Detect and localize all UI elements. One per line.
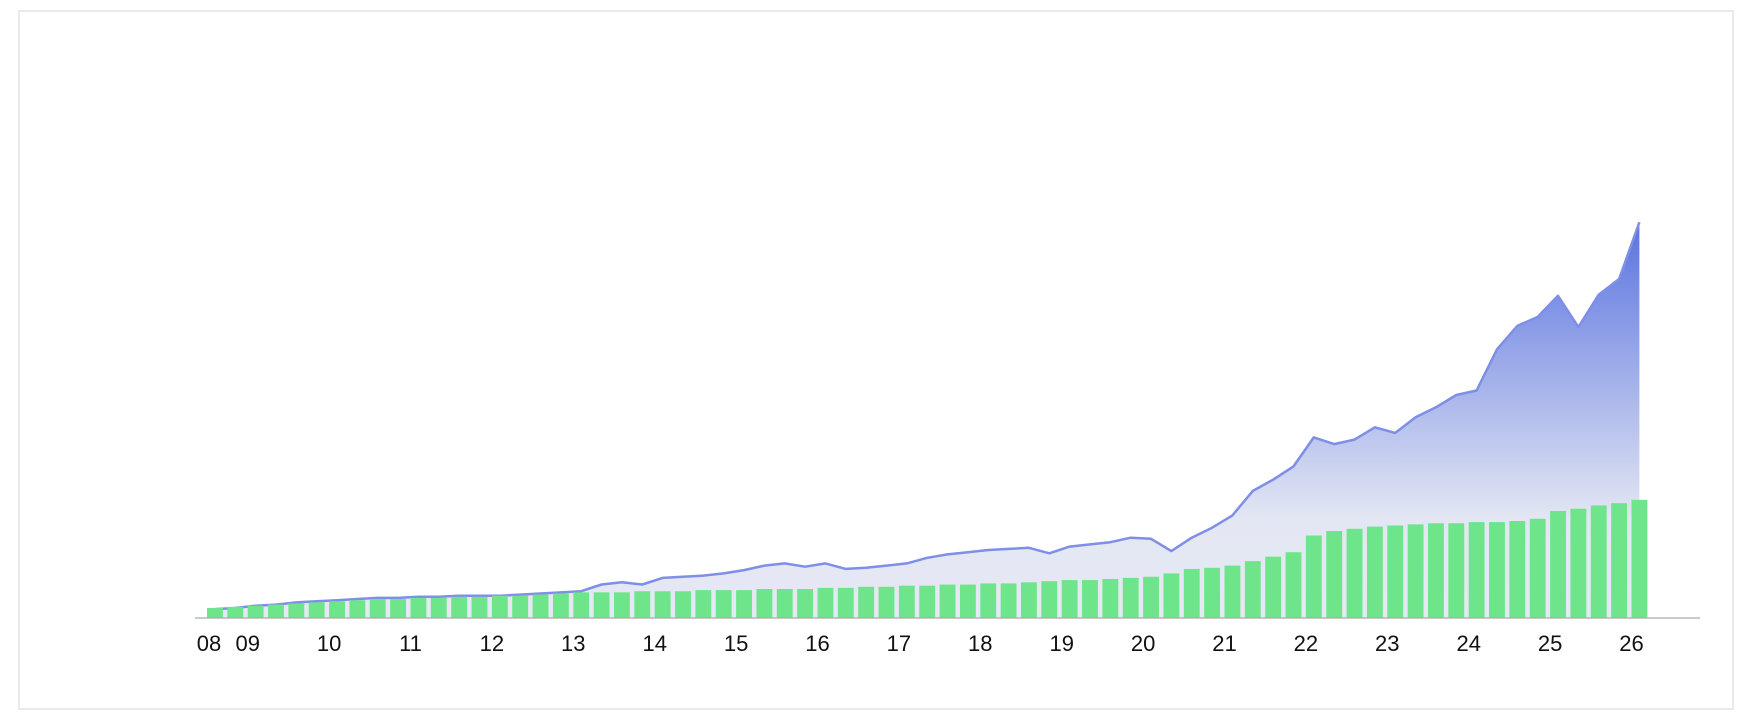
bar — [1244, 561, 1261, 618]
bar — [430, 597, 447, 618]
bar — [349, 600, 366, 618]
bar — [736, 590, 752, 618]
bar — [1509, 520, 1526, 618]
bar — [512, 595, 529, 618]
bar — [1305, 535, 1322, 618]
x-tick-label: 10 — [317, 631, 341, 656]
bar — [1000, 583, 1017, 618]
bar — [593, 592, 610, 618]
bar — [1265, 556, 1282, 618]
bar — [1346, 528, 1363, 618]
x-tick-label: 11 — [399, 631, 422, 656]
bar — [410, 597, 427, 618]
bar — [451, 596, 468, 618]
bar — [329, 601, 345, 618]
bar — [837, 587, 854, 618]
x-tick-label: 09 — [235, 631, 259, 656]
x-tick-label: 20 — [1131, 631, 1155, 656]
bar — [1529, 518, 1546, 618]
bar — [1489, 522, 1505, 618]
bar — [1224, 565, 1241, 618]
bar — [695, 590, 712, 618]
bar — [898, 585, 915, 618]
bar — [552, 593, 569, 618]
bar — [1366, 526, 1383, 618]
x-tick-label: 15 — [724, 631, 748, 656]
bar — [614, 592, 630, 618]
bar — [532, 594, 549, 618]
bar — [573, 592, 590, 618]
bar — [1143, 576, 1159, 618]
bar — [1428, 523, 1444, 618]
bar — [878, 586, 895, 618]
bar — [1611, 503, 1628, 618]
bar — [471, 596, 488, 618]
bar — [980, 583, 997, 618]
x-tick-label: 19 — [1049, 631, 1073, 656]
bar — [227, 606, 244, 618]
x-tick-label: 16 — [805, 631, 829, 656]
bar — [1102, 578, 1119, 618]
bar — [207, 607, 223, 618]
bar — [634, 591, 651, 618]
bar — [369, 599, 386, 618]
x-tick-label: 22 — [1294, 631, 1318, 656]
bar — [1631, 499, 1648, 618]
bar — [715, 590, 732, 618]
area-fill — [214, 222, 1640, 618]
bar — [1082, 580, 1098, 618]
x-tick-label: 26 — [1619, 631, 1643, 656]
bar — [288, 603, 305, 618]
bar — [268, 604, 284, 618]
x-tick-label: 25 — [1538, 631, 1562, 656]
bar — [1061, 580, 1078, 618]
x-tick-label: 12 — [480, 631, 504, 656]
bar — [858, 586, 875, 618]
bar — [817, 587, 834, 618]
bar — [1183, 568, 1200, 618]
bar — [1163, 573, 1180, 618]
bar — [776, 589, 793, 618]
bar — [1122, 577, 1139, 618]
x-tick-label: 17 — [887, 631, 911, 656]
bar — [308, 602, 325, 618]
bar — [247, 605, 264, 618]
bar — [654, 591, 671, 618]
bar — [756, 589, 773, 618]
x-tick-label: 18 — [968, 631, 992, 656]
x-tick-label: 21 — [1212, 631, 1236, 656]
x-tick-label: 24 — [1456, 631, 1480, 656]
x-tick-label: 14 — [642, 631, 666, 656]
bar — [919, 585, 936, 618]
bar — [1285, 552, 1302, 618]
bar — [491, 595, 508, 618]
bar — [1570, 508, 1587, 618]
bar — [1204, 567, 1221, 618]
x-tick-label: 23 — [1375, 631, 1399, 656]
bar — [390, 599, 407, 618]
bar — [1041, 581, 1058, 618]
x-tick-label: 08 — [197, 631, 221, 656]
bar — [1550, 510, 1566, 618]
bar — [1468, 522, 1485, 618]
bar — [675, 591, 691, 618]
bar — [1021, 582, 1037, 618]
bar — [1590, 505, 1607, 618]
bar — [797, 589, 814, 618]
bar — [1407, 524, 1424, 618]
bar — [1448, 523, 1465, 618]
bar — [959, 584, 976, 618]
bar — [939, 584, 956, 618]
bar — [1387, 525, 1404, 618]
bar — [1326, 531, 1343, 618]
area-line — [214, 221, 1641, 611]
x-tick-label: 13 — [561, 631, 585, 656]
